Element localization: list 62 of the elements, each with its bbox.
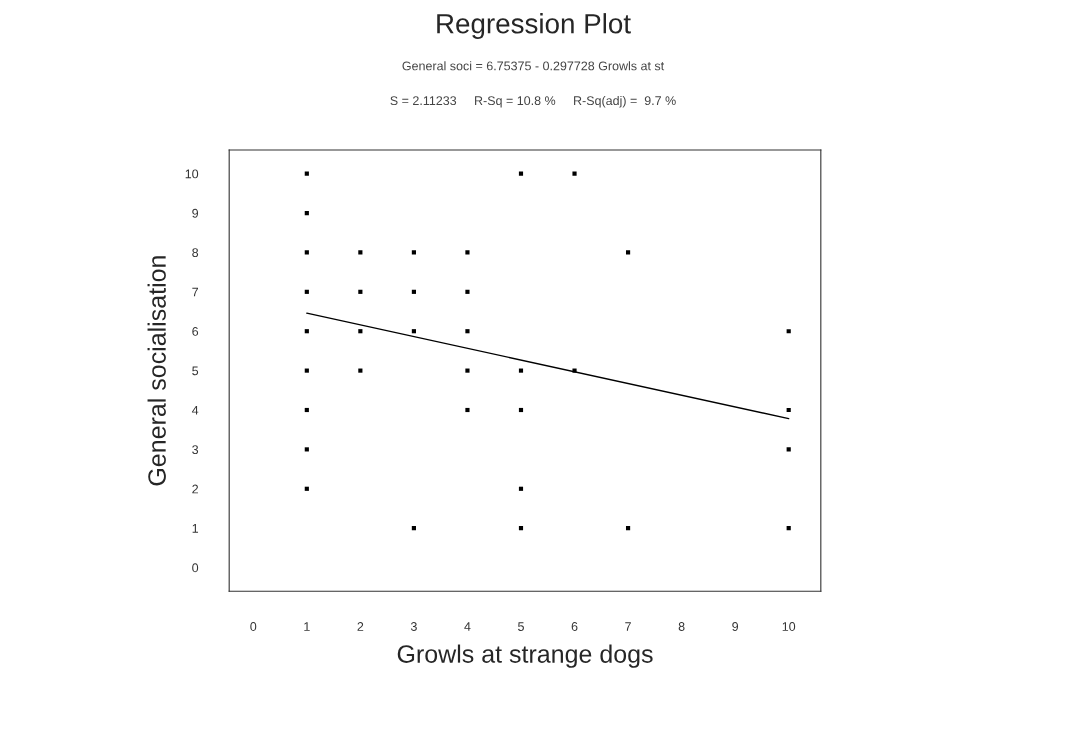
y-tick-label: 5 [192, 366, 199, 376]
y-tick-label: 6 [192, 327, 199, 336]
chart-subtitle: General soci = 6.75375 - 0.297728 Growls at st [402, 61, 665, 71]
point [304, 210, 309, 216]
x-tick-label: 7 [625, 622, 631, 631]
point [304, 171, 309, 176]
x-tick-label: 6 [571, 622, 578, 631]
point [518, 171, 524, 176]
x-tick-label: 2 [357, 622, 364, 631]
point [518, 526, 524, 531]
point [304, 289, 309, 294]
chart-title: Regression Plot [437, 13, 631, 40]
x-tick-label: 8 [678, 622, 685, 631]
point [358, 329, 363, 334]
point [358, 289, 363, 294]
x-tick-label: 10 [782, 622, 796, 631]
point [786, 526, 791, 531]
y-axis-title: General socialisation [147, 256, 166, 486]
point [304, 329, 309, 334]
point [304, 486, 309, 491]
point [786, 329, 791, 334]
point [304, 368, 309, 373]
point [572, 171, 577, 176]
point [411, 329, 416, 334]
point [465, 368, 470, 373]
y-tick-label: 10 [185, 169, 199, 179]
x-tick-label: 9 [732, 622, 739, 631]
y-tick-label: 1 [192, 524, 199, 533]
y-tick-label: 9 [192, 208, 199, 218]
x-axis-title: Growls at strange dogs [397, 644, 653, 668]
point [572, 368, 577, 373]
point [304, 407, 309, 413]
point [465, 289, 470, 294]
point [411, 526, 416, 531]
point [518, 407, 524, 413]
y-tick-label: 0 [192, 563, 199, 573]
y-tick-label: 8 [192, 248, 199, 258]
x-tick-label: 3 [410, 622, 417, 631]
point [625, 250, 631, 255]
text: S = 2.11233 R-Sq = 10.8 % R-Sq(adj) = 9.7 % [390, 95, 676, 108]
y-tick-label: 2 [192, 484, 199, 494]
point [411, 250, 416, 255]
x-tick-label: 1 [304, 622, 310, 631]
point [358, 250, 363, 255]
point [465, 250, 470, 255]
y-tick-label: 7 [192, 287, 199, 297]
point [518, 368, 524, 373]
point [518, 486, 524, 491]
x-tick-label: 4 [464, 622, 471, 631]
point [786, 447, 791, 452]
point [465, 407, 470, 413]
point [304, 447, 309, 452]
point [411, 289, 416, 294]
point [625, 526, 631, 531]
point [465, 329, 470, 334]
point [304, 250, 309, 255]
point [358, 368, 363, 373]
y-tick-label: 4 [191, 405, 199, 415]
x-tick-label: 0 [250, 622, 257, 631]
point [786, 407, 791, 413]
y-tick-label: 3 [192, 445, 199, 455]
x-tick-label: 5 [518, 622, 524, 631]
